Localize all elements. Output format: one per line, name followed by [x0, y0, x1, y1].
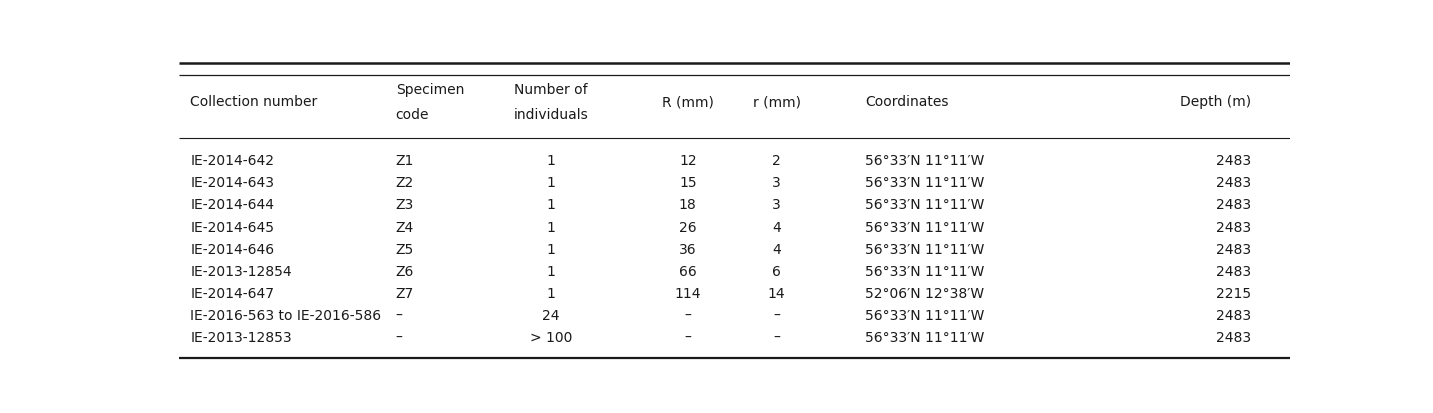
- Text: 2215: 2215: [1215, 286, 1251, 300]
- Text: 1: 1: [547, 286, 556, 300]
- Text: 12: 12: [679, 154, 696, 168]
- Text: Z5: Z5: [396, 242, 414, 256]
- Text: 56°33′N 11°11′W: 56°33′N 11°11′W: [866, 198, 984, 212]
- Text: 36: 36: [679, 242, 696, 256]
- Text: IE-2014-646: IE-2014-646: [191, 242, 274, 256]
- Text: 56°33′N 11°11′W: 56°33′N 11°11′W: [866, 264, 984, 278]
- Text: > 100: > 100: [530, 330, 572, 344]
- Text: –: –: [685, 309, 691, 322]
- Text: 56°33′N 11°11′W: 56°33′N 11°11′W: [866, 330, 984, 344]
- Text: 2483: 2483: [1215, 330, 1251, 344]
- Text: 1: 1: [547, 242, 556, 256]
- Text: 2483: 2483: [1215, 264, 1251, 278]
- Text: 1: 1: [547, 264, 556, 278]
- Text: R (mm): R (mm): [662, 95, 714, 109]
- Text: 2483: 2483: [1215, 242, 1251, 256]
- Text: 24: 24: [543, 309, 560, 322]
- Text: 15: 15: [679, 176, 696, 190]
- Text: 1: 1: [547, 154, 556, 168]
- Text: r (mm): r (mm): [752, 95, 801, 109]
- Text: 6: 6: [772, 264, 781, 278]
- Text: IE-2013-12854: IE-2013-12854: [191, 264, 292, 278]
- Text: Z6: Z6: [396, 264, 414, 278]
- Text: 1: 1: [547, 176, 556, 190]
- Text: 3: 3: [772, 198, 781, 212]
- Text: 2483: 2483: [1215, 176, 1251, 190]
- Text: –: –: [685, 330, 691, 344]
- Text: Specimen: Specimen: [396, 82, 464, 96]
- Text: 2483: 2483: [1215, 309, 1251, 322]
- Text: 66: 66: [679, 264, 696, 278]
- Text: 4: 4: [772, 242, 781, 256]
- Text: 1: 1: [547, 220, 556, 234]
- Text: IE-2014-643: IE-2014-643: [191, 176, 274, 190]
- Text: 14: 14: [768, 286, 785, 300]
- Text: IE-2013-12853: IE-2013-12853: [191, 330, 292, 344]
- Text: Z2: Z2: [396, 176, 414, 190]
- Text: IE-2014-645: IE-2014-645: [191, 220, 274, 234]
- Text: –: –: [396, 330, 403, 344]
- Text: 2483: 2483: [1215, 220, 1251, 234]
- Text: Collection number: Collection number: [191, 95, 318, 109]
- Text: Z7: Z7: [396, 286, 414, 300]
- Text: 56°33′N 11°11′W: 56°33′N 11°11′W: [866, 242, 984, 256]
- Text: IE-2014-647: IE-2014-647: [191, 286, 274, 300]
- Text: Z1: Z1: [396, 154, 414, 168]
- Text: 1: 1: [547, 198, 556, 212]
- Text: 56°33′N 11°11′W: 56°33′N 11°11′W: [866, 220, 984, 234]
- Text: IE-2014-644: IE-2014-644: [191, 198, 274, 212]
- Text: Z3: Z3: [396, 198, 414, 212]
- Text: 2: 2: [772, 154, 781, 168]
- Text: 114: 114: [675, 286, 701, 300]
- Text: 4: 4: [772, 220, 781, 234]
- Text: 3: 3: [772, 176, 781, 190]
- Text: 52°06′N 12°38′W: 52°06′N 12°38′W: [866, 286, 984, 300]
- Text: –: –: [774, 309, 780, 322]
- Text: –: –: [396, 309, 403, 322]
- Text: individuals: individuals: [514, 108, 589, 122]
- Text: 2483: 2483: [1215, 154, 1251, 168]
- Text: 56°33′N 11°11′W: 56°33′N 11°11′W: [866, 154, 984, 168]
- Text: 56°33′N 11°11′W: 56°33′N 11°11′W: [866, 309, 984, 322]
- Text: –: –: [774, 330, 780, 344]
- Text: 18: 18: [679, 198, 696, 212]
- Text: code: code: [396, 108, 430, 122]
- Text: 2483: 2483: [1215, 198, 1251, 212]
- Text: Z4: Z4: [396, 220, 414, 234]
- Text: Number of: Number of: [514, 82, 588, 96]
- Text: Depth (m): Depth (m): [1179, 95, 1251, 109]
- Text: 26: 26: [679, 220, 696, 234]
- Text: IE-2016-563 to IE-2016-586: IE-2016-563 to IE-2016-586: [191, 309, 381, 322]
- Text: Coordinates: Coordinates: [866, 95, 949, 109]
- Text: 56°33′N 11°11′W: 56°33′N 11°11′W: [866, 176, 984, 190]
- Text: IE-2014-642: IE-2014-642: [191, 154, 274, 168]
